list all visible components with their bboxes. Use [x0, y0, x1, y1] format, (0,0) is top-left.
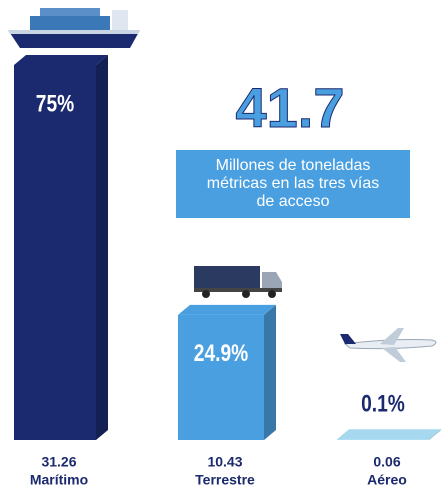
value-label: 10.43	[207, 454, 242, 470]
plane-icon	[340, 328, 436, 362]
value-label: 0.06	[373, 454, 400, 470]
bar-top	[337, 429, 441, 439]
ship-icon	[8, 8, 140, 48]
bar	[14, 65, 96, 440]
share-label: 75%	[36, 89, 74, 117]
share-label: 24.9%	[194, 339, 248, 367]
subtitle-line: métricas en las tres vías	[207, 175, 380, 192]
share-label: 0.1%	[361, 390, 405, 418]
total-value: 41.7	[236, 76, 345, 139]
bar-side	[96, 55, 108, 440]
page: 41.7 Millones de toneladasmétricas en la…	[0, 0, 448, 489]
bar-top	[14, 55, 108, 65]
subtitle-line: de acceso	[257, 193, 330, 210]
category-label: Aéreo	[367, 472, 407, 488]
truck-icon	[194, 266, 282, 298]
bar	[178, 315, 264, 440]
category-label: Terrestre	[195, 472, 255, 488]
bar	[337, 439, 429, 440]
category-label: Marítimo	[30, 472, 88, 488]
subtitle-line: Millones de toneladas	[216, 157, 371, 174]
bar-top	[178, 305, 276, 315]
value-label: 31.26	[41, 454, 76, 470]
bar-side	[264, 305, 276, 440]
chart: 41.7 Millones de toneladasmétricas en la…	[0, 0, 448, 489]
